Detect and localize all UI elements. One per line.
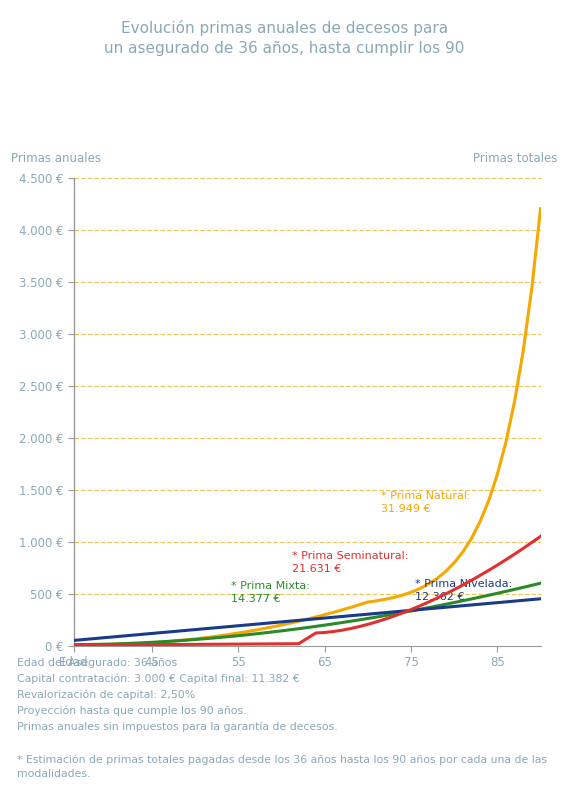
Text: * Prima Nivelada:
12.362 €: * Prima Nivelada: 12.362 € bbox=[415, 579, 513, 602]
Text: * Prima Natural:
31.949 €: * Prima Natural: 31.949 € bbox=[381, 491, 471, 514]
Text: Edad del Asegurado: 36 años
Capital contratación: 3.000 € Capital final: 11.382 : Edad del Asegurado: 36 años Capital cont… bbox=[17, 658, 337, 732]
Text: Primas anuales: Primas anuales bbox=[11, 153, 101, 165]
Text: Evolución primas anuales de decesos para
un asegurado de 36 años, hasta cumplir : Evolución primas anuales de decesos para… bbox=[104, 20, 465, 56]
Text: * Estimación de primas totales pagadas desde los 36 años hasta los 90 años por c: * Estimación de primas totales pagadas d… bbox=[17, 755, 547, 779]
Text: * Prima Mixta:
14.377 €: * Prima Mixta: 14.377 € bbox=[231, 581, 310, 604]
Text: Primas totales: Primas totales bbox=[473, 153, 558, 165]
Text: * Prima Seminatural:
21.631 €: * Prima Seminatural: 21.631 € bbox=[292, 551, 408, 574]
